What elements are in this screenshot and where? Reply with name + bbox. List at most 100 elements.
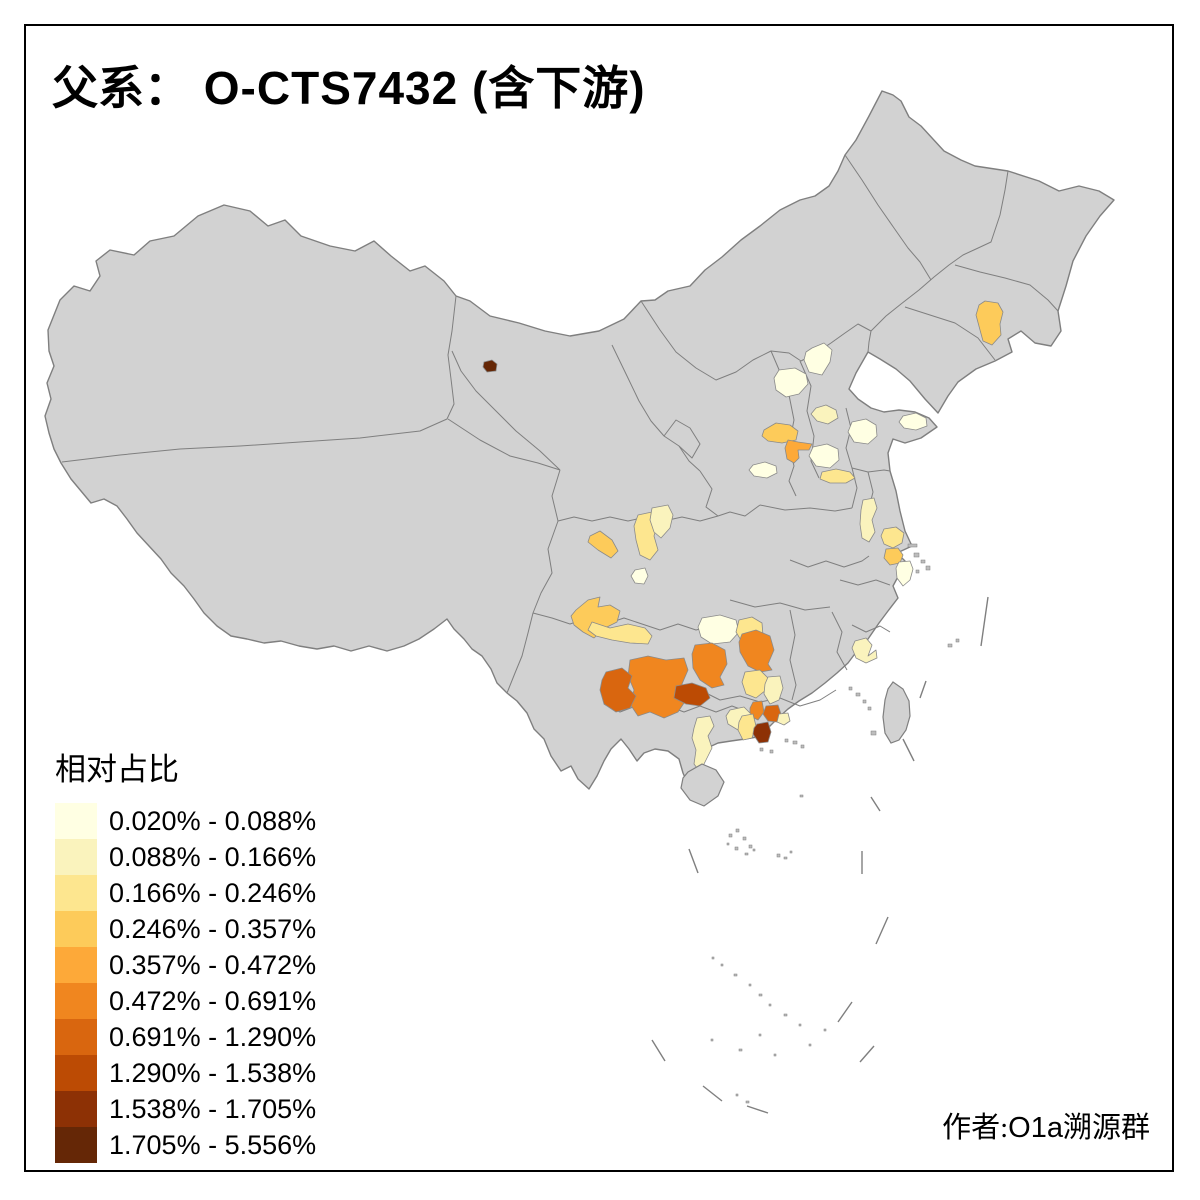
legend-swatch-4 xyxy=(55,911,97,947)
legend-label-2: 0.088% - 0.166% xyxy=(109,842,317,872)
islet xyxy=(799,794,804,798)
legend-label-4: 0.246% - 0.357% xyxy=(109,914,317,944)
province-border xyxy=(506,469,561,694)
legend-row-1: 0.020% - 0.088% xyxy=(55,803,316,839)
islet xyxy=(800,744,805,749)
prefecture-region-class-1 xyxy=(803,342,833,376)
prefecture-region-class-3 xyxy=(737,713,757,741)
legend-label-10: 1.705% - 5.556% xyxy=(109,1130,317,1160)
boundary-dash xyxy=(837,1001,853,1023)
prefecture-region-class-5 xyxy=(784,439,813,464)
islet xyxy=(738,1048,743,1052)
legend-swatch-1 xyxy=(55,803,97,839)
prefecture-region-class-1 xyxy=(895,560,914,587)
prefecture-region-class-2 xyxy=(691,715,715,773)
prefecture-region-class-3 xyxy=(880,526,905,549)
title-prefix: 父系： xyxy=(52,63,190,114)
islet xyxy=(855,692,861,697)
province-border xyxy=(789,555,870,568)
prefecture-region-class-1 xyxy=(898,412,928,431)
province-border xyxy=(839,579,891,586)
legend-row-6: 0.472% - 0.691% xyxy=(55,983,316,1019)
attribution: 作者:O1a溯源群 xyxy=(942,1104,1150,1146)
legend-label-5: 0.357% - 0.472% xyxy=(109,950,317,980)
islet xyxy=(720,963,724,967)
legend-row-2: 0.088% - 0.166% xyxy=(55,839,316,875)
islet xyxy=(734,846,739,851)
boundary-dash xyxy=(919,680,927,699)
islet xyxy=(748,844,753,849)
province-border xyxy=(789,609,797,701)
province-border xyxy=(904,306,996,361)
prefecture-region-class-3 xyxy=(819,468,856,484)
province-border xyxy=(845,407,858,509)
province-border xyxy=(851,624,891,633)
prefecture-region-class-4 xyxy=(761,422,799,444)
islet xyxy=(711,956,715,960)
islet xyxy=(742,836,747,841)
prefecture-region-class-10 xyxy=(482,359,498,373)
prefecture-region-class-2 xyxy=(810,404,839,425)
province-border xyxy=(729,599,831,611)
islet xyxy=(862,699,867,704)
islet xyxy=(776,853,781,858)
boundary-dash xyxy=(859,1045,875,1063)
legend-label-8: 1.290% - 1.538% xyxy=(109,1058,317,1088)
islet xyxy=(745,1100,750,1104)
prefecture-region-class-1 xyxy=(697,614,740,645)
mainland-shape xyxy=(44,90,1115,790)
legend-title: 相对占比 xyxy=(55,752,179,787)
island-hainan xyxy=(680,763,725,807)
prefecture-region-class-3 xyxy=(741,669,769,699)
boundary-dash xyxy=(875,916,889,945)
legend-swatch-8 xyxy=(55,1055,97,1091)
legend-row-3: 0.166% - 0.246% xyxy=(55,875,316,911)
legend-label-9: 1.538% - 1.705% xyxy=(109,1094,317,1124)
islet xyxy=(955,638,960,643)
islet xyxy=(783,856,788,860)
islands xyxy=(680,543,960,1104)
prefecture-region-class-6 xyxy=(738,629,775,673)
prefecture-region-class-9 xyxy=(752,721,772,744)
prefecture-region-class-2 xyxy=(851,637,878,664)
islet xyxy=(748,983,752,987)
islet xyxy=(710,1038,714,1042)
islet xyxy=(773,1053,777,1057)
legend-row-7: 0.691% - 1.290% xyxy=(55,1019,316,1055)
islet xyxy=(784,738,789,743)
islet xyxy=(789,850,793,854)
attribution-prefix: 作者: xyxy=(942,1112,1009,1144)
legend-row-4: 0.246% - 0.357% xyxy=(55,911,316,947)
islet xyxy=(759,747,764,752)
prefecture-region-class-3 xyxy=(587,621,653,645)
province-border xyxy=(640,300,802,381)
islet xyxy=(783,1013,788,1017)
islet xyxy=(925,565,931,571)
island-taiwan xyxy=(882,681,911,744)
province-border xyxy=(851,467,891,473)
legend-row-9: 1.538% - 1.705% xyxy=(55,1091,316,1127)
prefecture-region-class-1 xyxy=(748,461,778,479)
prefecture-region-class-4 xyxy=(570,596,621,639)
boundary-dash xyxy=(870,796,881,812)
islet xyxy=(808,1043,812,1047)
islet xyxy=(907,543,918,548)
prefecture-region-class-1 xyxy=(630,567,649,585)
boundary-dash xyxy=(651,1039,666,1062)
prefecture-region-class-2 xyxy=(649,504,674,539)
islet xyxy=(758,1033,762,1037)
islet xyxy=(920,559,926,564)
legend-swatch-2 xyxy=(55,839,97,875)
prefecture-region-class-1 xyxy=(773,367,809,398)
province-border xyxy=(870,170,1009,332)
islet xyxy=(758,993,763,997)
prefecture-region-class-2 xyxy=(763,675,784,705)
prefecture-region-class-1 xyxy=(847,418,878,445)
islet xyxy=(947,643,953,648)
prefecture-region-class-8 xyxy=(673,682,711,707)
legend-label-1: 0.020% - 0.088% xyxy=(109,806,317,836)
legend: 相对占比 0.020% - 0.088% 0.088% - 0.166% 0.166… xyxy=(55,744,316,1163)
title-main: O-CTS7432 (含下游) xyxy=(190,62,646,114)
legend-label-6: 0.472% - 0.691% xyxy=(109,986,317,1016)
prefecture-region-class-2 xyxy=(859,497,878,543)
